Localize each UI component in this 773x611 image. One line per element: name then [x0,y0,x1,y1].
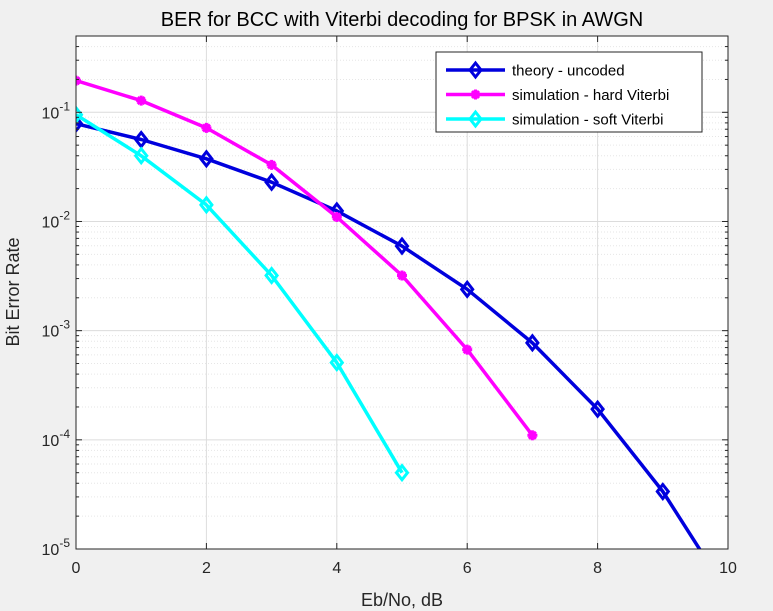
y-tick-label: 10-2 [42,208,71,231]
legend-label: simulation - hard Viterbi [512,87,669,104]
x-axis-label: Eb/No, dB [361,590,443,610]
data-point [394,463,410,483]
y-axis-label: Bit Error Rate [3,237,23,346]
x-tick-label: 8 [593,560,602,577]
data-point [459,279,475,299]
data-point [590,399,606,419]
data-point [394,236,410,256]
data-point [397,270,407,281]
star-stroke [201,123,211,133]
data-point [198,149,214,169]
data-point [524,333,540,353]
star-stroke [76,76,81,83]
x-tick-label: 0 [72,560,81,577]
star-stroke [470,89,481,100]
data-point [331,211,342,222]
series-1 [76,75,538,441]
series-line [76,113,404,474]
series-line [76,78,534,437]
y-tick-label: 10-4 [42,427,71,450]
plot-frame [75,35,729,550]
y-tick-label: 10-1 [42,99,71,122]
x-tick-label: 6 [463,560,472,577]
data-point [264,266,280,285]
legend-label: simulation - soft Viterbi [512,112,663,129]
data-point [266,159,277,170]
x-tick-label: 4 [332,560,341,577]
legend-marker [468,60,483,80]
legend-marker [470,89,481,100]
star-stroke [527,430,537,440]
star-stroke [462,345,472,355]
data-point [329,353,345,373]
star-stroke [136,96,146,106]
axis-ticks: 10-5 10-4 10-3 10-2 10-1 0 2 4 6 8 10 [42,36,737,577]
star-stroke [332,212,342,222]
series-2 [76,105,410,483]
series-layer [76,75,702,549]
legend-label: theory - uncoded [512,63,625,80]
chart-title: BER for BCC with Viterbi decoding for BP… [161,9,643,31]
legend: theory - uncoded simulation - hard Viterb… [435,51,703,133]
data-point [136,95,147,106]
data-point [527,430,538,441]
x-tick-label: 10 [719,560,737,577]
data-point [133,146,149,166]
star-stroke [267,160,277,170]
data-point [462,344,473,355]
data-point [76,75,81,86]
data-point [198,195,214,215]
star-stroke [76,78,81,86]
data-point [264,172,280,192]
star-stroke [397,270,407,281]
data-point [655,482,671,501]
legend-marker [468,109,483,129]
series-line [76,121,702,549]
data-point [201,122,212,133]
y-tick-label: 10-5 [42,536,71,559]
y-tick-label: 10-3 [42,318,71,341]
data-point [76,114,84,134]
x-tick-label: 2 [202,560,211,577]
